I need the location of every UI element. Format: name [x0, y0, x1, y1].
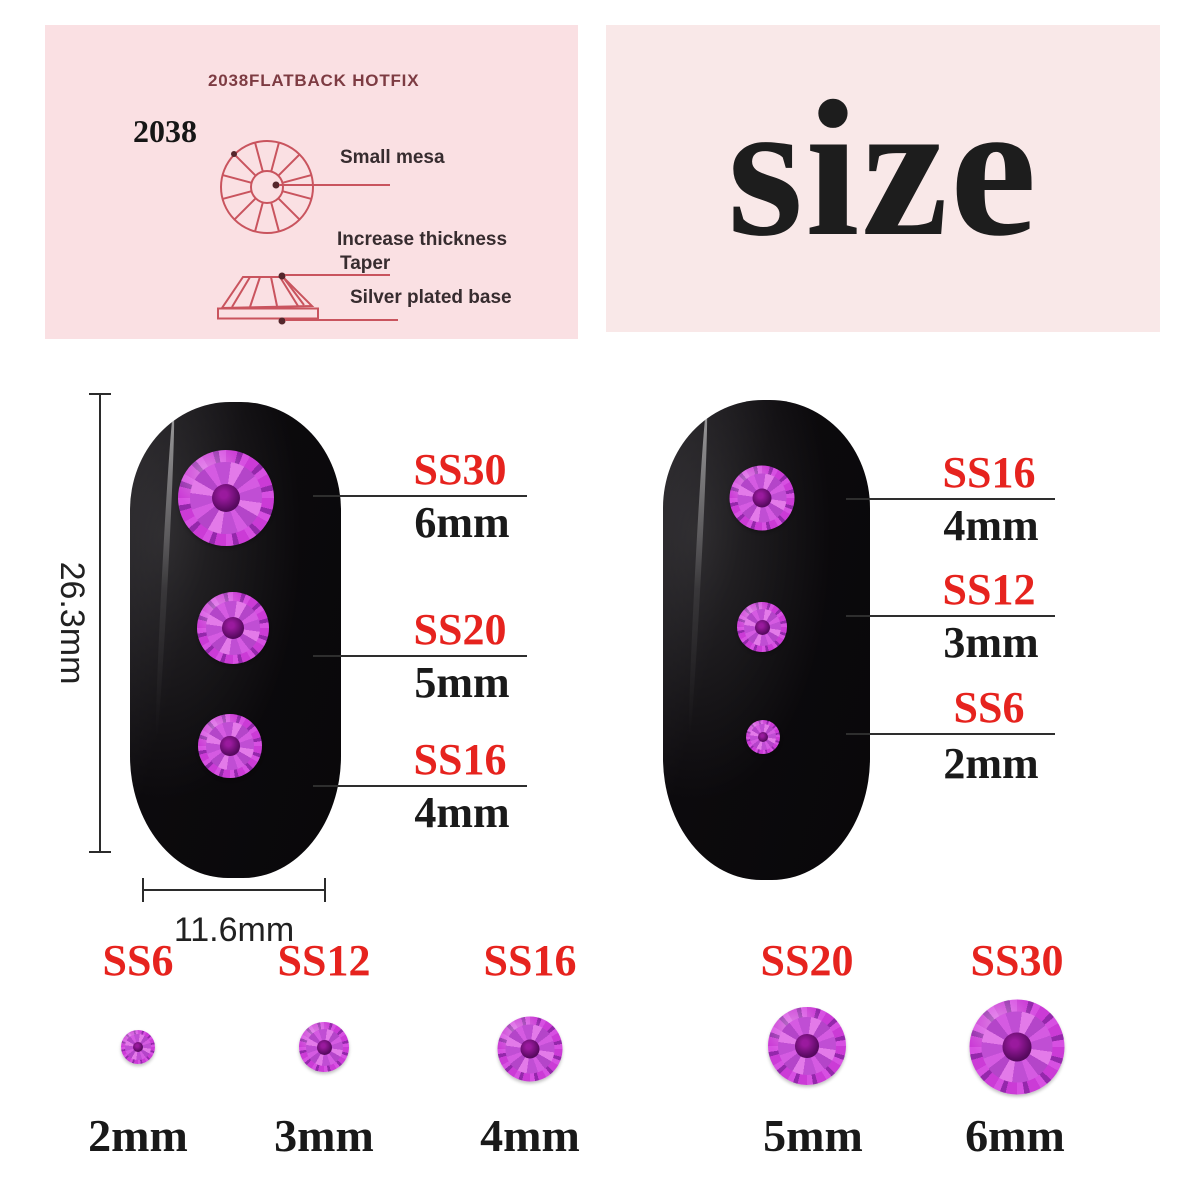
- chart-mm-label: 4mm: [480, 1110, 580, 1161]
- height-dimension-cap-top: [89, 393, 111, 395]
- chart-mm-label: 3mm: [274, 1110, 374, 1161]
- leader-line: [846, 615, 1055, 617]
- size-code-label: SS6: [953, 683, 1025, 732]
- rhinestone-gem-ss16: [729, 465, 795, 531]
- rhinestone-gem-ss20: [197, 592, 269, 664]
- leader-line: [313, 495, 527, 497]
- spec-box-title: 2038FLATBACK HOTFIX: [208, 71, 420, 90]
- width-dimension-tick-right: [324, 878, 326, 902]
- spec-box: 2038FLATBACK HOTFIX 2038: [45, 25, 578, 339]
- size-mm-label: 4mm: [414, 788, 510, 837]
- rhinestone-gem-ss6: [121, 1030, 155, 1064]
- rhinestone-gem-ss16: [497, 1016, 563, 1082]
- nail-gloss-highlight: [153, 410, 177, 740]
- nail-gloss-highlight: [686, 408, 710, 738]
- chart-mm-label: 5mm: [763, 1110, 863, 1161]
- leader-line: [846, 498, 1055, 500]
- chart-size-code: SS30: [970, 936, 1064, 985]
- leader-line: [313, 655, 527, 657]
- size-code-label: SS12: [942, 565, 1036, 614]
- model-number: 2038: [133, 113, 197, 149]
- rhinestone-gem-ss12: [737, 602, 787, 652]
- size-code-label: SS30: [413, 445, 507, 494]
- rhinestone-diagram: [217, 140, 398, 325]
- rhinestone-gem-ss16: [198, 714, 262, 778]
- size-mm-label: 2mm: [943, 739, 1039, 788]
- size-code-label: SS16: [942, 448, 1036, 497]
- rhinestone-gem-ss30: [178, 450, 274, 546]
- size-mm-label: 3mm: [943, 618, 1039, 667]
- size-mm-label: 6mm: [414, 498, 510, 547]
- height-dimension-line: [99, 394, 101, 852]
- leader-line: [313, 785, 527, 787]
- chart-mm-label: 6mm: [965, 1110, 1065, 1161]
- nail-height-label: 26.3mm: [53, 561, 91, 685]
- chart-size-code: SS6: [102, 936, 174, 985]
- size-mm-label: 5mm: [414, 658, 510, 707]
- rhinestone-gem-ss6: [746, 720, 780, 754]
- size-title: size: [727, 61, 1039, 277]
- chart-size-code: SS12: [277, 936, 371, 985]
- nail-width-label: 11.6mm: [173, 911, 295, 949]
- height-dimension-cap-bottom: [89, 851, 111, 853]
- width-dimension-line: [143, 889, 325, 891]
- size-code-label: SS20: [413, 605, 507, 654]
- rhinestone-gem-ss30: [969, 999, 1065, 1095]
- size-box: size: [606, 25, 1160, 332]
- callout-taper: Taper: [340, 253, 391, 274]
- leader-line: [846, 733, 1055, 735]
- callout-silver-base: Silver plated base: [350, 287, 512, 308]
- callout-increase-thickness: Increase thickness: [337, 229, 508, 250]
- rhinestone-gem-ss20: [768, 1007, 846, 1085]
- width-dimension-tick-left: [142, 878, 144, 902]
- size-mm-label: 4mm: [943, 501, 1039, 550]
- chart-size-code: SS16: [483, 936, 577, 985]
- callout-small-mesa: Small mesa: [340, 147, 445, 168]
- rhinestone-gem-ss12: [299, 1022, 349, 1072]
- chart-mm-label: 2mm: [88, 1110, 188, 1161]
- chart-size-code: SS20: [760, 936, 854, 985]
- size-code-label: SS16: [413, 735, 507, 784]
